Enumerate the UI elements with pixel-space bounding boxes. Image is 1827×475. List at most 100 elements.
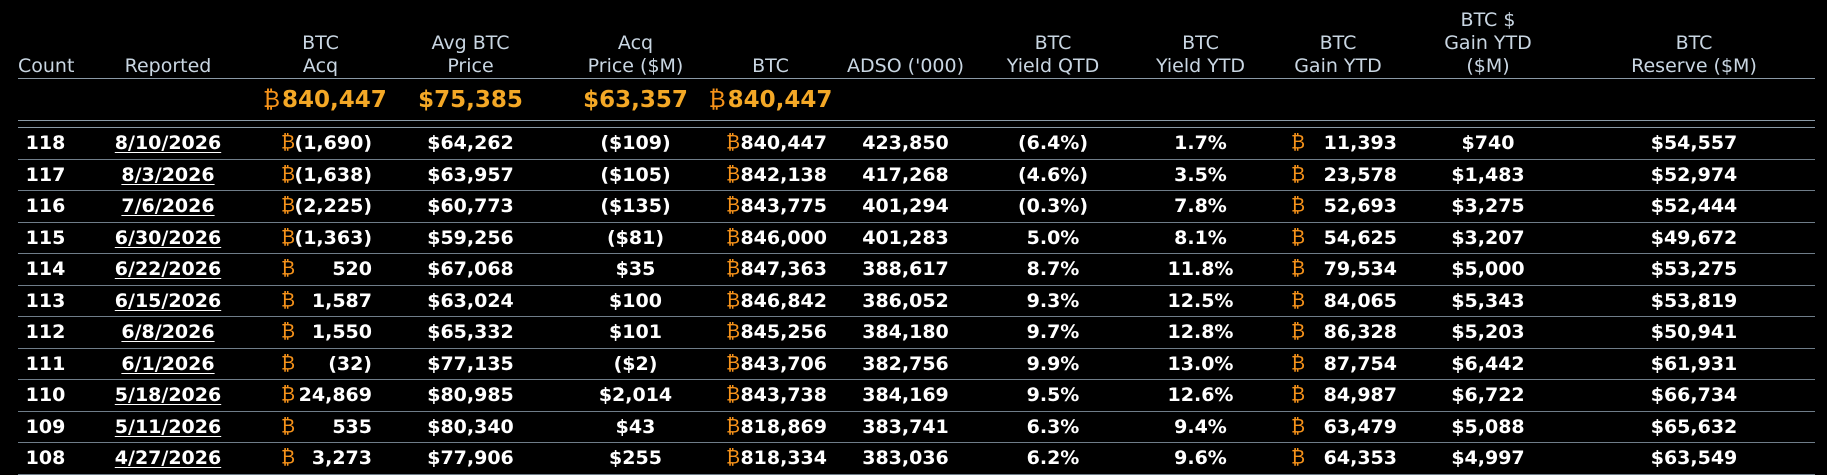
cell-btc-yield-ytd: 3.5% <box>1128 159 1273 191</box>
header-btc-usd-gain-ytd[interactable]: BTC $ Gain YTD ($M) <box>1403 0 1573 79</box>
cell-btc-yield-qtd: 9.9% <box>978 348 1128 380</box>
cell-adso: 388,617 <box>833 253 978 286</box>
summary-empty-cell <box>1128 78 1273 121</box>
summary-avg-btc-price: $75,385 <box>378 78 563 121</box>
btc-acq-value: 1,587 <box>311 289 372 312</box>
cell-btc-usd-gain-ytd: $6,442 <box>1403 348 1573 380</box>
header-adso[interactable]: ADSO ('000) <box>833 0 978 79</box>
bitcoin-icon: ₿ <box>281 446 296 469</box>
reported-date-link[interactable]: 4/27/2026 <box>114 447 222 470</box>
cell-btc-acq: ₿ 520 <box>263 253 378 286</box>
cell-acq-price: ($109) <box>563 127 708 160</box>
table-row[interactable]: 108 4/27/2026 ₿ 3,273 $77,906 $255 ₿ 818,334 383… <box>18 442 1815 475</box>
cell-btc: ₿ 845,256 <box>708 316 833 349</box>
cell-btc-usd-gain-ytd: $5,088 <box>1403 411 1573 443</box>
bitcoin-icon: ₿ <box>726 257 741 280</box>
cell-btc-yield-ytd: 9.6% <box>1128 442 1273 475</box>
reported-date-link[interactable]: 8/10/2026 <box>114 132 222 155</box>
cell-reported: 6/15/2026 <box>73 285 263 317</box>
cell-btc-yield-qtd: 6.3% <box>978 411 1128 443</box>
btc-value: 846,000 <box>740 226 827 249</box>
cell-btc-yield-qtd: 9.5% <box>978 379 1128 412</box>
table-row[interactable]: 115 6/30/2026 ₿ (1,363) $59,256 ($81) ₿ 846,000… <box>18 222 1815 254</box>
reported-date-link[interactable]: 6/30/2026 <box>114 226 222 249</box>
header-btc-gain-ytd[interactable]: BTC Gain YTD <box>1273 0 1403 79</box>
header-btc-reserve[interactable]: BTC Reserve ($M) <box>1573 0 1815 79</box>
reported-date-link[interactable]: 6/8/2026 <box>121 321 215 344</box>
cell-btc-usd-gain-ytd: $1,483 <box>1403 159 1573 191</box>
btc-value: 843,775 <box>740 195 827 218</box>
bitcoin-icon: ₿ <box>1291 320 1306 343</box>
cell-acq-price: $43 <box>563 411 708 443</box>
reported-date-link[interactable]: 5/18/2026 <box>114 384 222 407</box>
cell-btc-yield-ytd: 9.4% <box>1128 411 1273 443</box>
cell-adso: 401,294 <box>833 190 978 223</box>
separator <box>18 120 1815 128</box>
cell-avg-btc-price: $63,957 <box>378 159 563 191</box>
table-row[interactable]: 112 6/8/2026 ₿ 1,550 $65,332 $101 ₿ 845,256 384,… <box>18 316 1815 349</box>
table-row[interactable]: 109 5/11/2026 ₿ 535 $80,340 $43 ₿ 818,869 383,74… <box>18 411 1815 443</box>
cell-reported: 8/10/2026 <box>73 127 263 160</box>
cell-reported: 6/30/2026 <box>73 222 263 254</box>
table-row[interactable]: 114 6/22/2026 ₿ 520 $67,068 $35 ₿ 847,363 388,61… <box>18 253 1815 286</box>
cell-reported: 4/27/2026 <box>73 442 263 475</box>
cell-btc-gain-ytd: ₿ 84,987 <box>1273 379 1403 412</box>
reported-date-link[interactable]: 5/11/2026 <box>114 415 222 438</box>
header-avg-btc-price[interactable]: Avg BTC Price <box>378 0 563 79</box>
reported-date-link[interactable]: 6/22/2026 <box>114 258 222 281</box>
cell-btc-yield-qtd: (6.4%) <box>978 127 1128 160</box>
cell-btc: ₿ 846,000 <box>708 222 833 254</box>
cell-count: 109 <box>18 411 73 443</box>
bitcoin-icon: ₿ <box>281 194 296 217</box>
cell-adso: 423,850 <box>833 127 978 160</box>
btc-value: 843,738 <box>740 384 827 407</box>
btc-value: 845,256 <box>740 321 827 344</box>
cell-avg-btc-price: $63,024 <box>378 285 563 317</box>
reported-date-link[interactable]: 8/3/2026 <box>121 163 215 186</box>
summary-btc-value: 840,447 <box>727 87 833 113</box>
cell-btc-reserve: $50,941 <box>1573 316 1815 349</box>
separator-row <box>18 120 1815 128</box>
table-row[interactable]: 110 5/18/2026 ₿ 24,869 $80,985 $2,014 ₿ 843,738… <box>18 379 1815 412</box>
header-acq-price[interactable]: Acq Price ($M) <box>563 0 708 79</box>
table-row[interactable]: 116 7/6/2026 ₿ (2,225) $60,773 ($135) ₿ 843,775… <box>18 190 1815 223</box>
bitcoin-icon: ₿ <box>1291 226 1306 249</box>
cell-count: 108 <box>18 442 73 475</box>
bitcoin-icon: ₿ <box>281 383 296 406</box>
cell-btc-gain-ytd: ₿ 86,328 <box>1273 316 1403 349</box>
summary-empty-cell <box>73 78 263 121</box>
header-btc[interactable]: BTC <box>708 0 833 79</box>
bitcoin-icon: ₿ <box>726 194 741 217</box>
cell-count: 115 <box>18 222 73 254</box>
table-row[interactable]: 118 8/10/2026 ₿ (1,690) $64,262 ($109) ₿ 840,44… <box>18 127 1815 160</box>
cell-avg-btc-price: $80,340 <box>378 411 563 443</box>
table-row[interactable]: 113 6/15/2026 ₿ 1,587 $63,024 $100 ₿ 846,842 386… <box>18 285 1815 317</box>
bitcoin-icon: ₿ <box>1291 352 1306 375</box>
reported-date-link[interactable]: 6/15/2026 <box>114 289 222 312</box>
btc-acq-value: (32) <box>328 352 372 375</box>
cell-btc-reserve: $52,444 <box>1573 190 1815 223</box>
btc-purchases-table: Count Reported BTC Acq Avg BTC Price Acq… <box>18 0 1815 475</box>
header-reported[interactable]: Reported <box>73 0 263 79</box>
table-row[interactable]: 111 6/1/2026 ₿ (32) $77,135 ($2) ₿ 843,706 382,7… <box>18 348 1815 380</box>
table-row[interactable]: 117 8/3/2026 ₿ (1,638) $63,957 ($105) ₿ 842,138… <box>18 159 1815 191</box>
header-btc-acq[interactable]: BTC Acq <box>263 0 378 79</box>
cell-btc: ₿ 843,738 <box>708 379 833 412</box>
cell-btc-acq: ₿ (1,363) <box>263 222 378 254</box>
header-count[interactable]: Count <box>18 0 74 79</box>
header-btc-yield-ytd[interactable]: BTC Yield YTD <box>1128 0 1273 79</box>
cell-avg-btc-price: $65,332 <box>378 316 563 349</box>
summary-row: ₿840,447 $75,385 $63,357 ₿840,447 <box>18 78 1815 121</box>
reported-date-link[interactable]: 6/1/2026 <box>121 352 215 375</box>
btc-acq-value: 3,273 <box>311 447 372 470</box>
cell-btc-acq: ₿ (1,690) <box>263 127 378 160</box>
reported-date-link[interactable]: 7/6/2026 <box>121 195 215 218</box>
btc-acq-value: (1,363) <box>294 226 372 249</box>
btc-gain-ytd-value: 84,065 <box>1323 289 1397 312</box>
btc-gain-ytd-value: 63,479 <box>1323 415 1397 438</box>
cell-reported: 6/22/2026 <box>73 253 263 286</box>
btc-acq-value: (1,690) <box>294 132 372 155</box>
cell-btc-reserve: $49,672 <box>1573 222 1815 254</box>
header-btc-yield-qtd[interactable]: BTC Yield QTD <box>978 0 1128 79</box>
cell-btc-reserve: $53,819 <box>1573 285 1815 317</box>
